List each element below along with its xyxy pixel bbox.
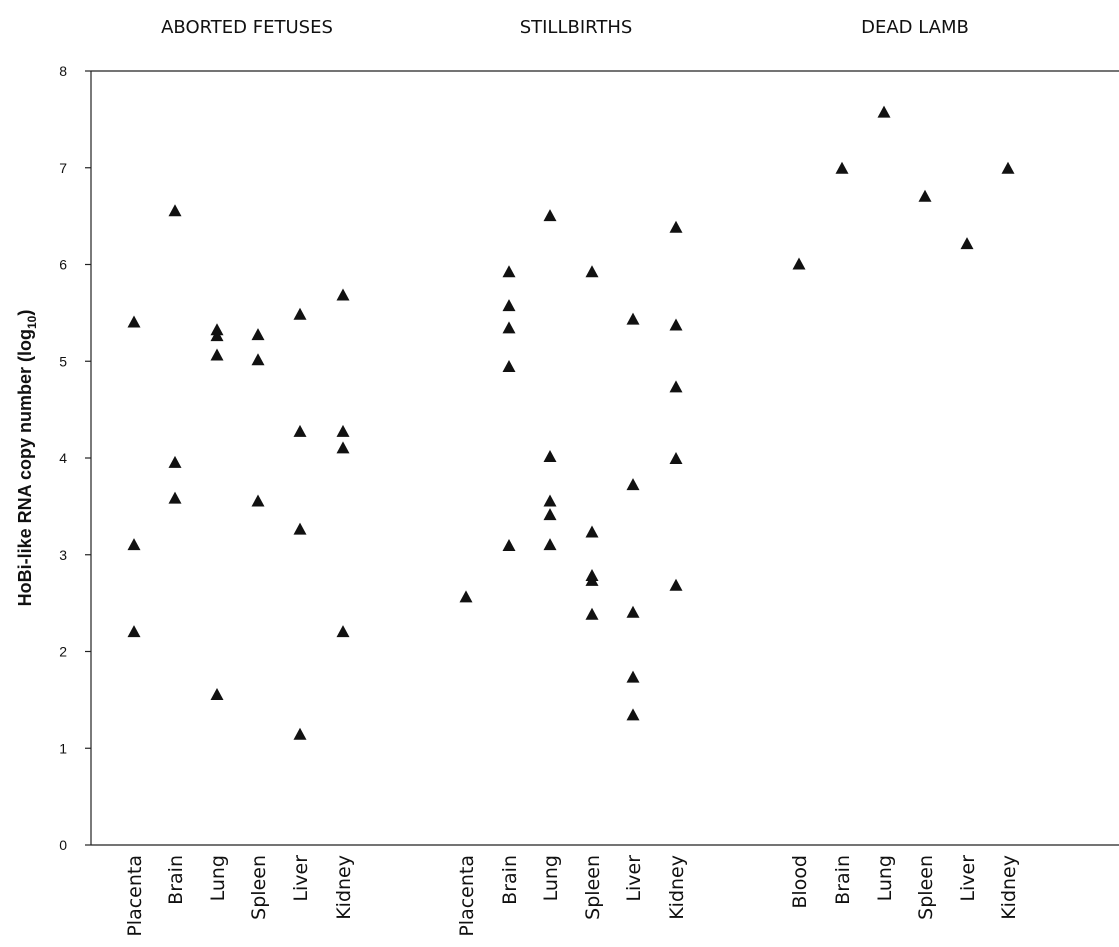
data-point-triangle	[877, 105, 891, 118]
data-point-triangle	[127, 538, 141, 551]
category-label: Spleen	[582, 855, 604, 920]
data-point-triangle	[626, 478, 640, 491]
group-title: ABORTED FETUSES	[161, 17, 333, 38]
category-label: Spleen	[248, 855, 270, 920]
category-label: Blood	[789, 855, 811, 909]
category-labels: Placenta Brain Lung Spleen Liver Kidney Placen…	[124, 855, 1020, 937]
data-point-triangle	[168, 204, 182, 217]
category-label: Placenta	[124, 855, 146, 937]
category-label: Placenta	[456, 855, 478, 937]
data-point-triangle	[669, 220, 683, 233]
data-point-triangle	[669, 318, 683, 331]
data-point-triangle	[918, 189, 932, 202]
data-point-triangle	[210, 348, 224, 361]
category-label: Kidney	[333, 855, 355, 920]
data-point-triangle	[792, 257, 806, 270]
category-label: Brain	[832, 855, 854, 905]
data-point-triangle	[168, 455, 182, 468]
data-point-triangle	[293, 307, 307, 320]
data-point-triangle	[127, 625, 141, 638]
y-tick-label: 1	[59, 740, 67, 756]
y-axis-label-subscript: 10	[25, 315, 39, 329]
data-point-triangle	[502, 299, 516, 312]
category-label: Spleen	[915, 855, 937, 920]
data-point-triangle	[293, 727, 307, 740]
data-point-triangle	[585, 265, 599, 278]
data-point-triangle	[502, 321, 516, 334]
data-points	[127, 105, 1015, 740]
data-point-triangle	[543, 538, 557, 551]
data-point-triangle	[293, 522, 307, 535]
data-point-triangle	[168, 491, 182, 504]
data-point-triangle	[835, 161, 849, 174]
data-point-triangle	[251, 353, 265, 366]
data-point-triangle	[336, 441, 350, 454]
data-point-triangle	[502, 539, 516, 552]
data-point-triangle	[626, 312, 640, 325]
data-point-triangle	[336, 424, 350, 437]
group-title: STILLBIRTHS	[520, 17, 633, 38]
data-point-triangle	[210, 688, 224, 701]
y-axis-label: HoBi-like RNA copy number (log10)	[15, 310, 39, 607]
data-point-triangle	[502, 360, 516, 373]
data-point-triangle	[459, 590, 473, 603]
y-tick-label: 2	[59, 644, 67, 660]
category-label: Kidney	[666, 855, 688, 920]
y-axis-label-suffix: )	[15, 310, 35, 316]
data-point-triangle	[669, 451, 683, 464]
category-label: Kidney	[998, 855, 1020, 920]
category-label: Brain	[499, 855, 521, 905]
data-point-triangle	[626, 670, 640, 683]
axes: 0 1 2 3 4 5 6 7 8	[59, 63, 1119, 853]
data-point-triangle	[336, 625, 350, 638]
data-point-triangle	[1001, 161, 1015, 174]
y-axis-label-main: HoBi-like RNA copy number (log	[15, 329, 35, 606]
category-label: Lung	[874, 855, 896, 901]
data-point-triangle	[293, 424, 307, 437]
data-point-triangle	[251, 328, 265, 341]
data-point-triangle	[585, 525, 599, 538]
y-tick-label: 5	[59, 353, 67, 369]
data-point-triangle	[669, 578, 683, 591]
data-point-triangle	[543, 209, 557, 222]
data-point-triangle	[127, 315, 141, 328]
data-point-triangle	[669, 380, 683, 393]
data-point-triangle	[543, 450, 557, 463]
y-tick-label: 7	[59, 160, 67, 176]
y-tick-label: 6	[59, 257, 67, 273]
y-tick-label: 4	[59, 450, 67, 466]
group-titles: ABORTED FETUSES STILLBIRTHS DEAD LAMB	[161, 17, 969, 38]
y-tick-label: 8	[59, 63, 67, 79]
data-point-triangle	[626, 708, 640, 721]
y-tick-label: 0	[59, 837, 67, 853]
data-point-triangle	[210, 329, 224, 342]
category-label: Brain	[165, 855, 187, 905]
data-point-triangle	[626, 605, 640, 618]
data-point-triangle	[543, 508, 557, 521]
data-point-triangle	[502, 265, 516, 278]
category-label: Liver	[290, 855, 312, 902]
data-point-triangle	[585, 607, 599, 620]
data-point-triangle	[585, 573, 599, 586]
group-title: DEAD LAMB	[861, 17, 969, 38]
data-point-triangle	[336, 288, 350, 301]
data-point-triangle	[543, 494, 557, 507]
y-tick-label: 3	[59, 547, 67, 563]
category-label: Lung	[540, 855, 562, 901]
data-point-triangle	[960, 237, 974, 250]
category-label: Liver	[623, 855, 645, 902]
data-point-triangle	[251, 494, 265, 507]
category-label: Lung	[207, 855, 229, 901]
category-label: Liver	[957, 855, 979, 902]
